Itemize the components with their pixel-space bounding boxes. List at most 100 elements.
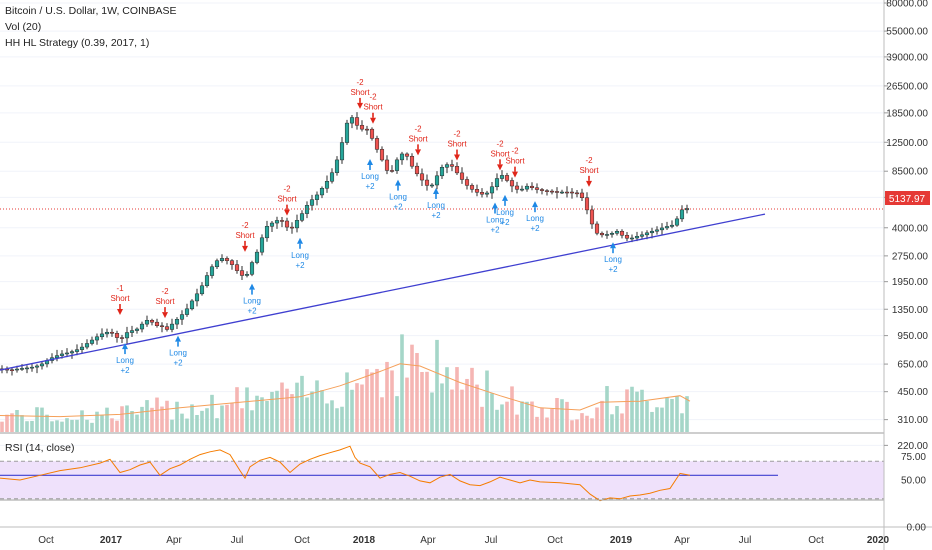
long-label: Long xyxy=(169,349,187,358)
candle xyxy=(494,178,500,188)
long-label: Long xyxy=(389,193,407,202)
short-label: Short xyxy=(350,88,370,97)
candle xyxy=(664,226,670,229)
volume-bar xyxy=(55,420,59,432)
candle xyxy=(314,194,320,200)
candle xyxy=(224,258,230,261)
short-label: Short xyxy=(408,134,428,143)
candle xyxy=(269,222,275,227)
volume-bar xyxy=(495,409,499,432)
candle xyxy=(84,343,90,348)
candle xyxy=(394,159,400,171)
volume-bar xyxy=(435,339,439,432)
volume-bar xyxy=(580,413,584,432)
short-qty: -2 xyxy=(585,156,593,165)
candle xyxy=(164,326,170,330)
volume-bar xyxy=(225,404,229,432)
volume-bar xyxy=(510,386,514,432)
candle xyxy=(529,185,535,188)
time-tick-label: 2020 xyxy=(867,535,890,546)
volume-bar xyxy=(530,401,534,432)
price-tick-label: 1350.00 xyxy=(892,305,929,316)
volume-bar xyxy=(370,372,374,432)
short-label: Short xyxy=(155,297,175,306)
legend-symbol[interactable]: Bitcoin / U.S. Dollar, 1W, COINBASE xyxy=(5,5,177,17)
short-arrow-icon xyxy=(370,117,376,124)
short-arrow-icon xyxy=(242,245,248,252)
volume-bar xyxy=(45,414,49,432)
volume-bar xyxy=(390,370,394,432)
short-qty: -1 xyxy=(116,284,124,293)
grid xyxy=(0,2,884,446)
short-arrow-icon xyxy=(117,309,123,316)
candle xyxy=(194,293,200,302)
long-qty: +2 xyxy=(431,211,441,220)
candle xyxy=(349,117,355,124)
candle xyxy=(524,185,530,190)
volume-bar xyxy=(460,389,464,432)
short-arrow-icon xyxy=(284,209,290,216)
short-arrow-stem xyxy=(119,304,121,310)
candle xyxy=(29,366,35,369)
volume-bar xyxy=(280,382,284,432)
volume-bar xyxy=(615,405,619,432)
price-axis[interactable]: 80000.00 55000.00 39000.00 26500.00 18500.00… xyxy=(884,0,928,452)
candle xyxy=(469,185,475,190)
candle xyxy=(39,363,45,367)
candle xyxy=(484,192,490,195)
short-qty: -2 xyxy=(511,147,519,156)
long-label: Long xyxy=(361,172,379,181)
volume-bar xyxy=(195,414,199,432)
long-qty: +2 xyxy=(365,182,375,191)
candle xyxy=(384,159,390,171)
candle xyxy=(624,235,630,239)
short-arrow-icon xyxy=(586,180,592,187)
time-tick-label: Oct xyxy=(547,535,563,546)
candle xyxy=(284,220,290,228)
candle xyxy=(479,192,485,195)
candle xyxy=(179,314,185,320)
candle xyxy=(589,209,595,225)
short-arrow-icon xyxy=(497,164,503,171)
volume-bar xyxy=(285,388,289,432)
candle xyxy=(149,320,155,323)
long-arrow-stem xyxy=(397,185,399,191)
volume-bar xyxy=(570,420,574,432)
candle xyxy=(474,189,480,193)
candle xyxy=(219,258,225,261)
candle xyxy=(294,220,300,229)
long-arrow-icon xyxy=(610,242,616,249)
volume-bar xyxy=(605,386,609,432)
short-label: Short xyxy=(277,195,297,204)
time-axis[interactable]: Oct 2017 Apr Jul Oct 2018 Apr Jul Oct 2019 Apr Jul O… xyxy=(38,535,889,546)
rsi-tick-label: 50.00 xyxy=(901,476,926,487)
volume-bar xyxy=(465,378,469,432)
legend-rsi[interactable]: RSI (14, close) xyxy=(5,442,75,454)
volume-bar xyxy=(670,399,674,432)
candle xyxy=(64,352,70,355)
candle xyxy=(459,172,465,180)
long-label: Long xyxy=(486,216,504,225)
rsi-axis[interactable]: 75.00 50.00 0.00 xyxy=(901,452,926,534)
volume-bar xyxy=(520,401,524,432)
long-qty: +2 xyxy=(490,226,500,235)
candle xyxy=(79,346,85,350)
candle xyxy=(434,175,440,186)
long-arrow-stem xyxy=(612,248,614,254)
candle xyxy=(569,191,575,194)
long-arrow-stem xyxy=(251,289,253,295)
legend-strategy[interactable]: HH HL Strategy (0.39, 2017, 1) xyxy=(5,37,150,49)
candle xyxy=(584,197,590,211)
long-arrow-stem xyxy=(299,243,301,249)
volume-bar xyxy=(75,419,79,432)
candle xyxy=(564,191,570,194)
legend-volume[interactable]: Vol (20) xyxy=(5,21,42,33)
rsi-tick-label: 0.00 xyxy=(907,523,927,534)
candle xyxy=(289,226,295,229)
candle xyxy=(264,226,270,239)
volume-bar xyxy=(345,372,349,432)
candle xyxy=(204,275,210,287)
volume-bar xyxy=(5,414,9,432)
candle xyxy=(124,332,130,339)
long-qty: +2 xyxy=(247,307,257,316)
